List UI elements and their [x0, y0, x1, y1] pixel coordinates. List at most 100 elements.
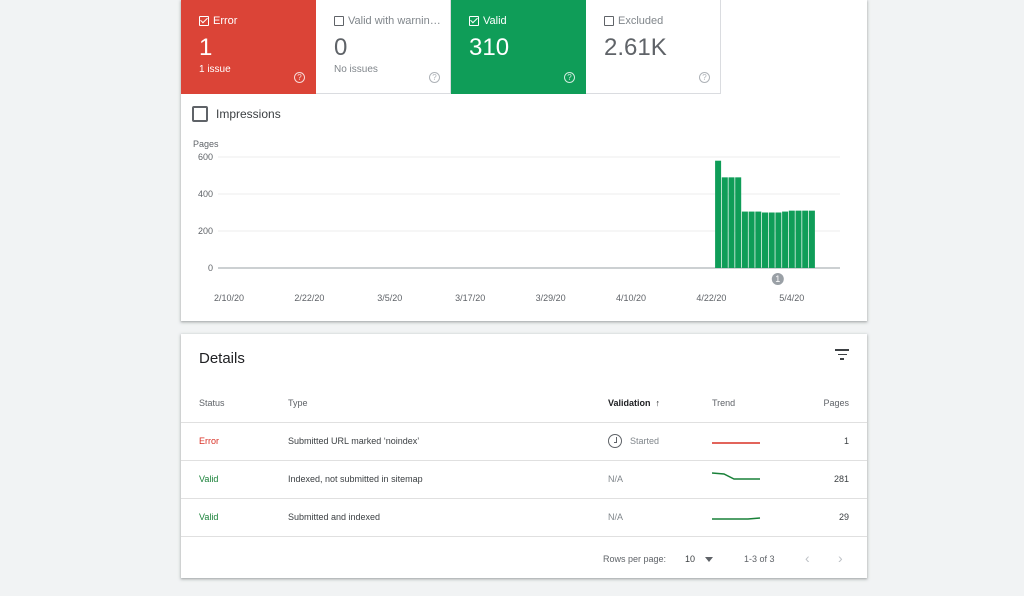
help-icon[interactable]: ?	[429, 72, 440, 83]
bar	[728, 177, 735, 268]
tile-subtext: No issues	[334, 64, 378, 75]
help-icon[interactable]: ?	[564, 72, 575, 83]
pages-chart: Pages 0 200 400 600 2/10/20 2/22/20 3/5/20 3/17/…	[193, 139, 840, 303]
y-axis-label: Pages	[193, 139, 219, 149]
impressions-toggle[interactable]: Impressions	[192, 106, 281, 122]
row-status: Valid	[181, 498, 288, 537]
checkbox-icon	[199, 16, 209, 26]
tile-error[interactable]: Error 1 1 issue ?	[181, 0, 316, 94]
tile-value: 1	[199, 34, 213, 61]
tile-label: Error	[213, 15, 238, 27]
y-tick-label: 0	[208, 263, 213, 273]
chevron-left-icon[interactable]: ‹	[805, 550, 810, 566]
annotation-marker	[771, 273, 784, 285]
bar	[782, 211, 789, 268]
checkbox-icon	[334, 16, 344, 26]
row-pages: 1	[802, 422, 867, 461]
column-validation-label: Validation	[608, 397, 651, 408]
bar	[762, 212, 768, 268]
trend-sparkline	[712, 442, 760, 444]
coverage-overview-card: Error 1 1 issue ? Valid with warnin… 0 N…	[181, 0, 867, 321]
bar	[755, 211, 762, 268]
bar	[808, 210, 815, 268]
table-row[interactable]: Valid Indexed, not submitted in sitemap …	[181, 460, 867, 499]
row-type: Submitted URL marked ‘noindex’	[288, 422, 608, 461]
x-tick-label: 4/22/20	[696, 293, 726, 303]
row-trend	[712, 422, 802, 461]
x-tick-label: 3/17/20	[455, 293, 485, 303]
bar	[775, 212, 782, 268]
page-range: 1-3 of 3	[744, 554, 775, 564]
bar	[795, 210, 802, 268]
row-status: Valid	[181, 460, 288, 499]
bar	[741, 211, 748, 268]
clock-icon	[608, 434, 622, 448]
chevron-right-icon[interactable]: ›	[838, 550, 843, 566]
details-title: Details	[199, 350, 245, 367]
table-pagination: Rows per page: 10 1-3 of 3 ‹ ›	[181, 544, 867, 574]
y-tick-label: 200	[198, 226, 213, 236]
column-pages[interactable]: Pages	[802, 384, 867, 423]
tile-label: Valid	[483, 15, 507, 27]
tile-subtext: 1 issue	[199, 64, 231, 75]
row-trend	[712, 498, 802, 537]
column-validation[interactable]: Validation ↑	[608, 384, 712, 423]
table-row[interactable]: Valid Submitted and indexed N/A 29	[181, 498, 867, 537]
tile-excluded[interactable]: Excluded 2.61K ?	[586, 0, 721, 94]
row-validation: Started	[608, 422, 712, 461]
checkbox-icon	[469, 16, 479, 26]
help-icon[interactable]: ?	[294, 72, 305, 83]
row-type: Indexed, not submitted in sitemap	[288, 460, 608, 499]
tile-valid[interactable]: Valid 310 ?	[451, 0, 586, 94]
bar	[715, 160, 722, 268]
bar	[768, 212, 775, 268]
checkbox-icon	[604, 16, 614, 26]
status-tiles: Error 1 1 issue ? Valid with warnin… 0 N…	[181, 0, 721, 94]
tile-label: Excluded	[618, 15, 664, 27]
y-tick-label: 600	[198, 152, 213, 162]
annotation-label: 1	[775, 274, 780, 284]
bar	[802, 210, 809, 268]
bar	[748, 211, 755, 268]
bar	[788, 210, 795, 268]
column-trend[interactable]: Trend	[712, 384, 802, 423]
x-tick-label: 2/10/20	[214, 293, 244, 303]
tile-valid-with-warnings[interactable]: Valid with warnin… 0 No issues ?	[316, 0, 451, 94]
tile-value: 2.61K	[604, 34, 667, 61]
impressions-checkbox[interactable]	[192, 106, 208, 122]
row-pages: 281	[802, 460, 867, 499]
x-tick-label: 2/22/20	[294, 293, 324, 303]
trend-sparkline	[711, 472, 760, 480]
trend-sparkline	[712, 517, 761, 520]
row-validation: N/A	[608, 498, 712, 537]
impressions-label: Impressions	[216, 107, 281, 121]
sort-arrow-up-icon: ↑	[655, 397, 661, 408]
bar	[721, 177, 728, 268]
x-tick-label: 5/4/20	[779, 293, 804, 303]
tile-value: 0	[334, 34, 348, 61]
row-pages: 29	[802, 498, 867, 537]
tile-value: 310	[469, 34, 510, 61]
row-validation: N/A	[608, 460, 712, 499]
details-card: Details Status Type Validation ↑ Trend Pa…	[181, 334, 867, 578]
x-tick-label: 3/5/20	[377, 293, 402, 303]
details-table: Status Type Validation ↑ Trend Pages Erro…	[181, 384, 867, 537]
rows-per-page-select[interactable]: 10	[685, 554, 696, 564]
filter-icon[interactable]	[835, 349, 849, 361]
table-row[interactable]: Error Submitted URL marked ‘noindex’ Sta…	[181, 422, 867, 461]
table-header-row: Status Type Validation ↑ Trend Pages	[181, 384, 867, 423]
y-tick-label: 400	[198, 189, 213, 199]
tile-label: Valid with warnin…	[348, 15, 441, 27]
validation-status: Started	[630, 436, 660, 446]
row-trend	[711, 460, 802, 499]
x-tick-label: 4/10/20	[616, 293, 646, 303]
bar	[735, 177, 742, 268]
chevron-down-icon[interactable]	[705, 557, 713, 562]
rows-per-page-label: Rows per page:	[603, 554, 667, 564]
x-tick-label: 3/29/20	[536, 293, 566, 303]
row-status: Error	[181, 422, 288, 461]
row-type: Submitted and indexed	[288, 498, 608, 537]
help-icon[interactable]: ?	[699, 72, 710, 83]
column-status[interactable]: Status	[181, 384, 288, 423]
column-type[interactable]: Type	[288, 384, 608, 423]
